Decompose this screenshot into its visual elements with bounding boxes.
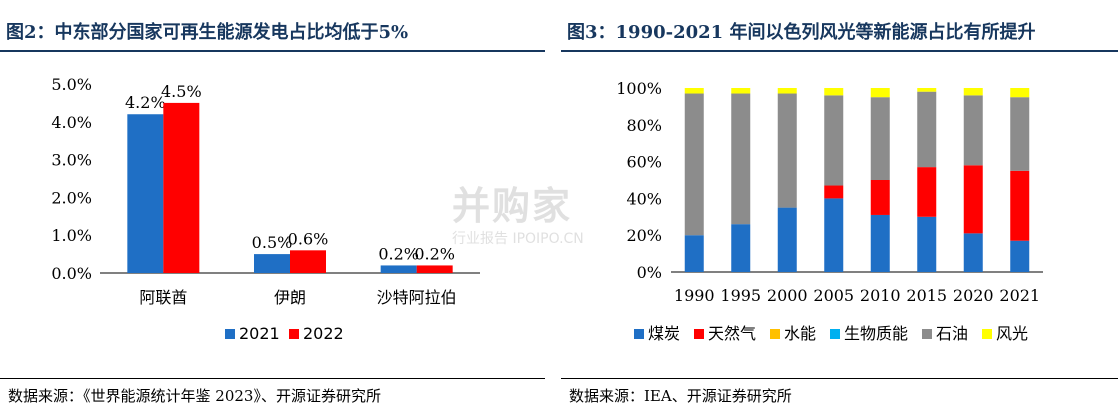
legend-swatch	[922, 329, 932, 339]
data-label: 0.6%	[288, 229, 329, 248]
y-tick-label: 2.0%	[51, 188, 92, 207]
legend-label: 石油	[936, 324, 968, 343]
bar-segment	[1010, 88, 1030, 98]
bar-segment	[917, 216, 937, 272]
x-tick-label: 2020	[953, 286, 994, 305]
chart-title: 图2：中东部分国家可再生能源发电占比均低于5%	[6, 22, 409, 43]
bar-chart-middle-east: 0.0% 1.0% 2.0% 3.0% 4.0% 5.0% 阿联酋 4.2%4.5% 伊朗 0.5…	[51, 75, 480, 343]
bar-segment	[684, 235, 704, 272]
title-divider	[561, 50, 1118, 52]
y-tick-label: 60%	[626, 153, 662, 172]
legend-label: 2021	[239, 324, 280, 343]
data-label: 0.2%	[414, 244, 455, 263]
x-tick-label: 阿联酋	[139, 288, 187, 307]
x-tick-label: 沙特阿拉伯	[377, 288, 457, 307]
legend-swatch	[634, 329, 644, 339]
data-label: 0.2%	[378, 244, 419, 263]
bar-segment	[917, 91, 937, 168]
legend-swatch	[830, 329, 840, 339]
source-note: 数据来源：IEA、开源证券研究所	[569, 387, 792, 405]
bar-segment	[963, 165, 983, 234]
bar-segment	[1010, 170, 1030, 241]
stacked-bar-chart-israel: 0% 20% 40% 60% 80% 100% 1990 1995 2000 2005 2010 20…	[616, 79, 1043, 343]
y-tick-label: 3.0%	[51, 151, 92, 170]
bar	[380, 265, 417, 273]
x-tick-label: 2000	[767, 286, 808, 305]
source-note: 数据来源：《世界能源统计年鉴 2023》、开源证券研究所	[8, 387, 381, 405]
bar-segment	[777, 93, 797, 208]
legend-swatch	[982, 329, 992, 339]
x-tick-label: 1995	[720, 286, 761, 305]
bar-segment	[731, 93, 751, 225]
bar-segment	[870, 88, 890, 98]
bar-segment	[963, 88, 983, 96]
bar-segment	[1010, 97, 1030, 171]
y-tick-label: 1.0%	[51, 226, 92, 245]
bar	[127, 114, 164, 274]
legend-swatch	[770, 329, 780, 339]
chart-panel-left: 图2：中东部分国家可再生能源发电占比均低于5% 0.0% 1.0% 2.0% 3.0%…	[0, 0, 545, 415]
y-tick-label: 5.0%	[51, 75, 92, 94]
y-tick-label: 40%	[626, 189, 662, 208]
bar-segment	[777, 88, 797, 94]
bar-segment	[731, 224, 751, 272]
bar	[416, 265, 453, 273]
bar-segment	[777, 207, 797, 272]
y-tick-label: 100%	[616, 79, 662, 98]
chart-title: 图3：1990-2021 年间以色列风光等新能源占比有所提升	[567, 22, 1036, 43]
bar-segment	[824, 88, 844, 96]
chart-panel-right: 图3：1990-2021 年间以色列风光等新能源占比有所提升 0% 20% 40% 6…	[561, 0, 1118, 415]
y-tick-label: 0%	[637, 263, 662, 282]
bar-segment	[917, 167, 937, 217]
data-label: 4.5%	[161, 82, 202, 101]
bar-segment	[684, 88, 704, 94]
bar-segment	[917, 88, 937, 92]
data-label: 0.5%	[252, 233, 293, 252]
legend-label: 2022	[303, 324, 344, 343]
x-tick-label: 伊朗	[274, 288, 306, 307]
y-tick-label: 20%	[626, 226, 662, 245]
source-divider	[561, 378, 1118, 379]
legend-swatch	[225, 329, 235, 339]
y-tick-label: 4.0%	[51, 113, 92, 132]
legend-label: 天然气	[708, 324, 756, 343]
y-tick-label: 0.0%	[51, 264, 92, 283]
legend-swatch	[289, 329, 299, 339]
bar	[163, 102, 200, 274]
bar-segment	[824, 185, 844, 199]
x-tick-label: 2021	[999, 286, 1040, 305]
bar-segment	[870, 180, 890, 215]
bar	[254, 254, 290, 273]
bar	[290, 250, 326, 273]
bar-segment	[684, 93, 704, 236]
bar-segment	[963, 95, 983, 166]
x-tick-label: 1990	[674, 286, 715, 305]
data-label: 4.2%	[125, 93, 166, 112]
legend-label: 生物质能	[844, 324, 908, 343]
bar-segment	[1010, 240, 1030, 272]
legend-label: 煤炭	[648, 324, 680, 343]
source-divider	[0, 378, 545, 379]
bar-segment	[824, 198, 844, 272]
x-tick-label: 2010	[860, 286, 901, 305]
bar-segment	[870, 97, 890, 180]
bar-segment	[731, 88, 751, 94]
x-tick-label: 2005	[813, 286, 854, 305]
x-tick-label: 2015	[906, 286, 947, 305]
bar-segment	[870, 214, 890, 272]
title-divider	[0, 50, 545, 52]
legend-label: 风光	[996, 324, 1028, 343]
bar-segment	[824, 95, 844, 186]
y-tick-label: 80%	[626, 116, 662, 135]
bar-segment	[963, 233, 983, 272]
legend-label: 水能	[784, 324, 816, 343]
legend-swatch	[694, 329, 704, 339]
